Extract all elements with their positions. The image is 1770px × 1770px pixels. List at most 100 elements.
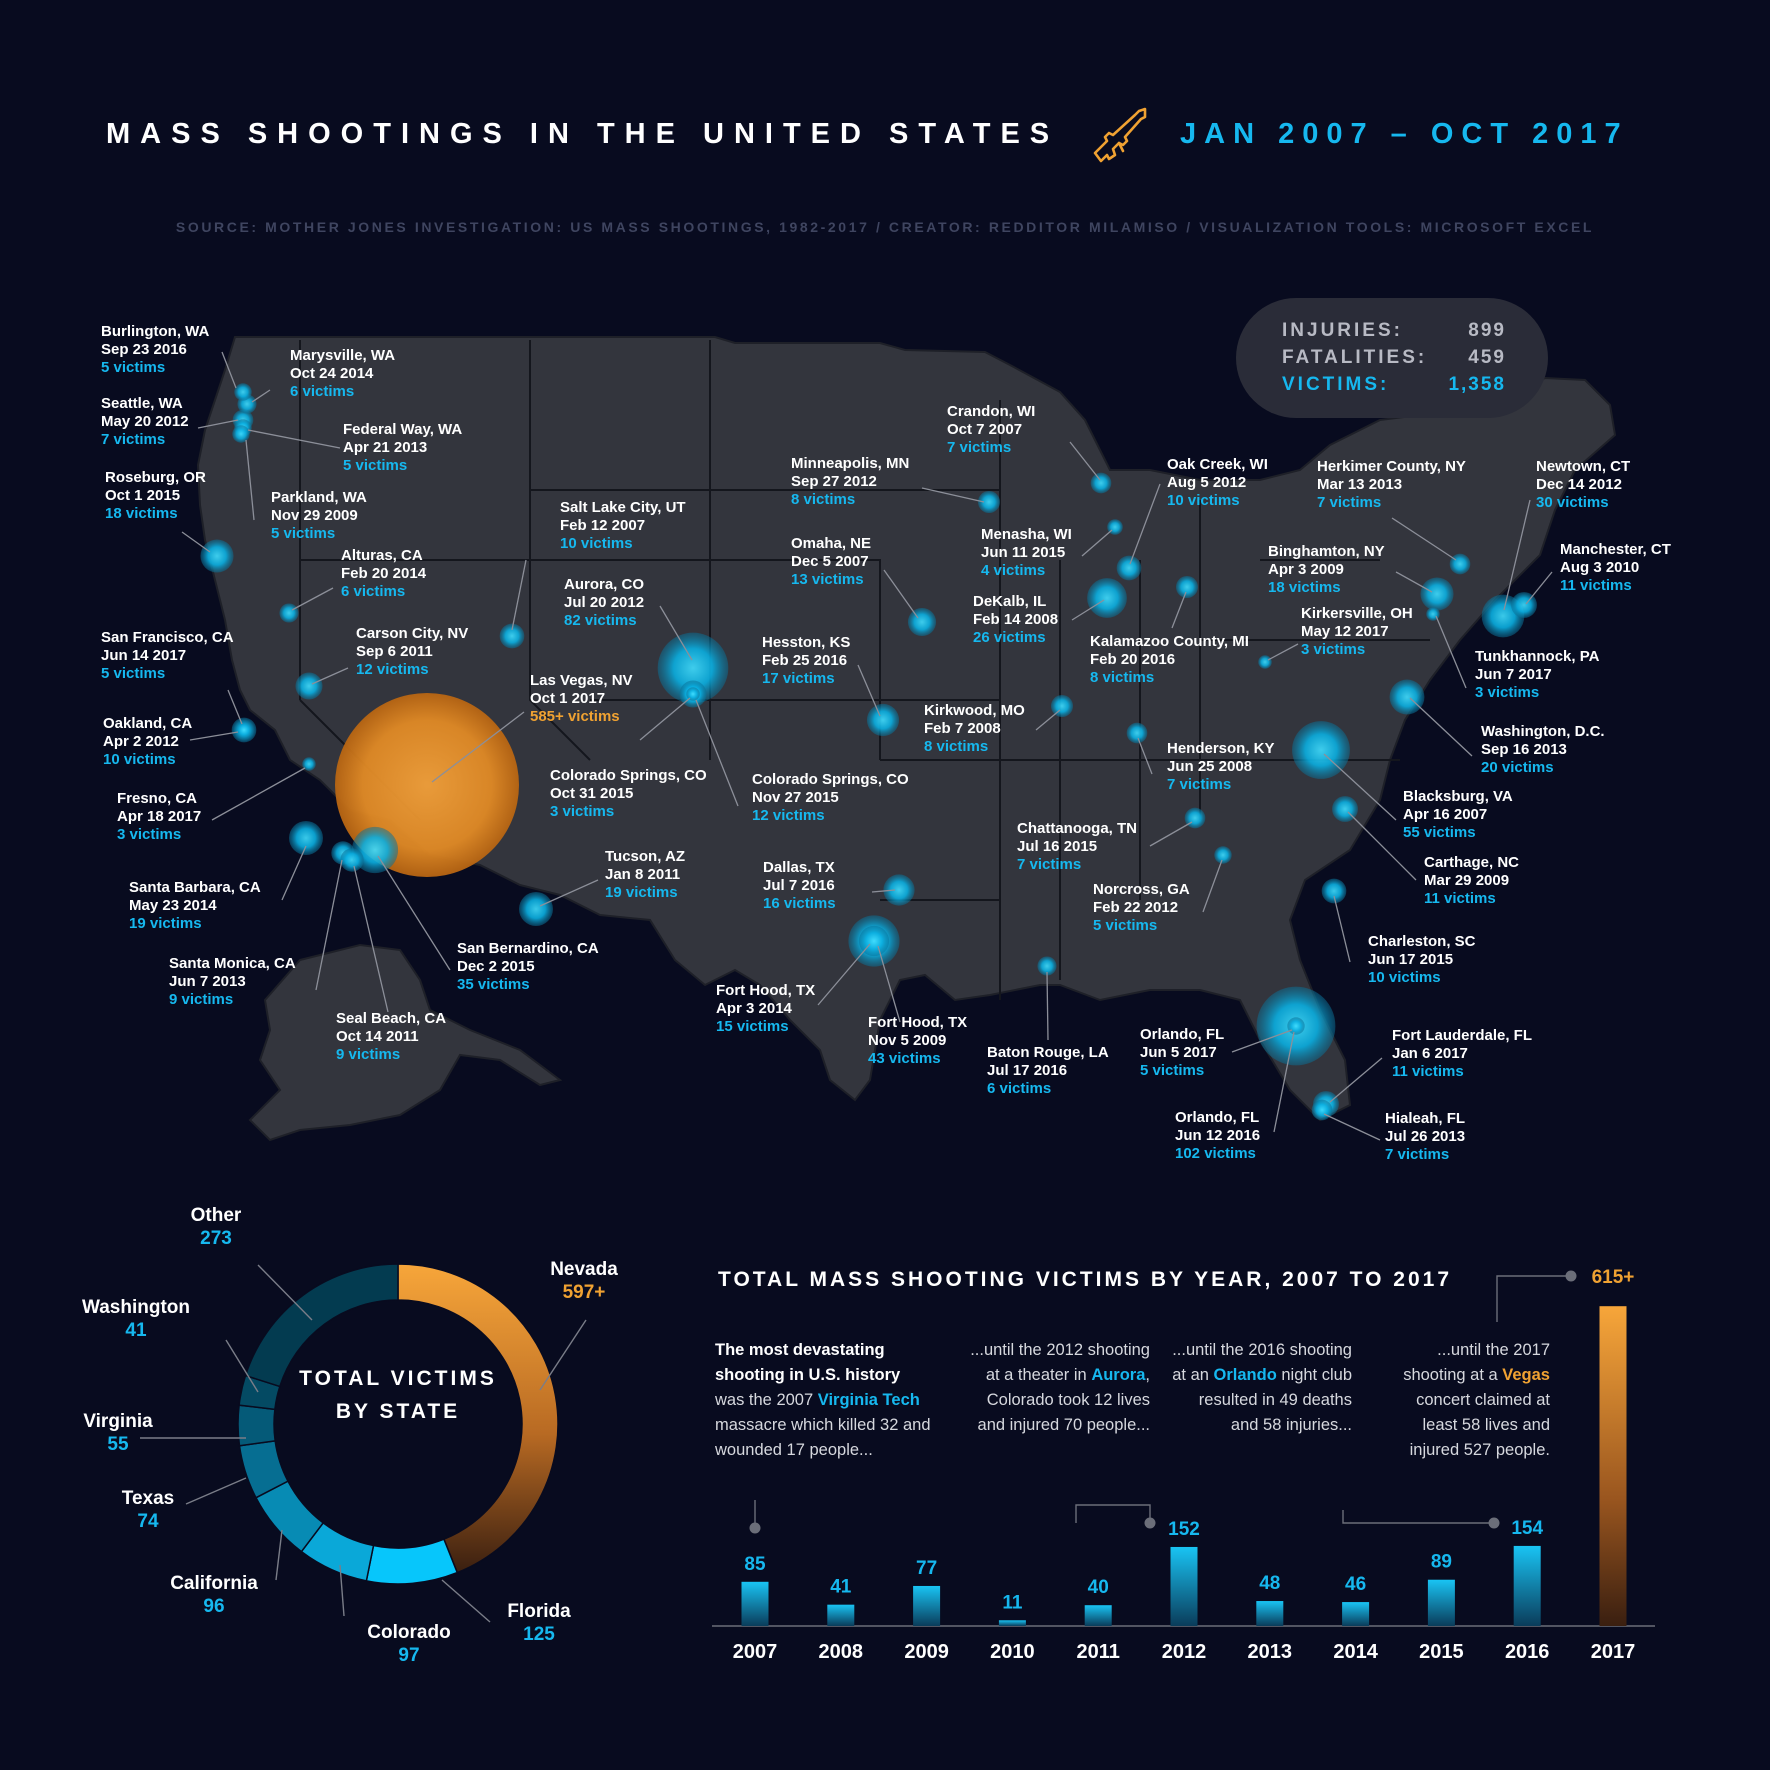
label-carsoncity: Carson City, NV Sep 6 2011 12 victims <box>356 625 468 679</box>
victim-count: 585+ victims <box>530 708 620 725</box>
state-value: 125 <box>523 1624 555 1645</box>
victim-count: 102 victims <box>1175 1145 1256 1162</box>
leader-alturas <box>291 587 334 611</box>
bar-year-2016: 2016 <box>1505 1641 1550 1663</box>
city-name: DeKalb, IL <box>973 593 1047 610</box>
incident-date: Jul 16 2015 <box>1017 838 1098 855</box>
bar-2009 <box>913 1585 941 1626</box>
label-kalamazoo: Kalamazoo County, MI Feb 20 2016 8 victims <box>1090 633 1249 687</box>
incident-date: Oct 31 2015 <box>550 785 634 802</box>
bubble-dekalb <box>1087 578 1127 618</box>
bar-2017 <box>1599 1306 1627 1626</box>
incident-date: Sep 6 2011 <box>356 643 433 660</box>
bubble-kirkwood <box>1050 694 1074 718</box>
bar-year-2011: 2011 <box>1077 1641 1120 1663</box>
bubble-alturas <box>279 603 299 623</box>
leader-henderson <box>1137 737 1153 775</box>
label-kirkwood: Kirkwood, MO Feb 7 2008 8 victims <box>924 702 1025 756</box>
incident-date: Feb 22 2012 <box>1093 899 1179 916</box>
bubble-fresno <box>302 757 316 771</box>
city-name: Kirkersville, OH <box>1301 605 1413 622</box>
victim-count: 18 victims <box>1268 579 1341 596</box>
label-kirkersville: Kirkersville, OH May 12 2017 3 victims <box>1301 605 1413 659</box>
city-name: Omaha, NE <box>791 535 872 552</box>
bar-2013 <box>1256 1601 1284 1626</box>
label-henderson: Henderson, KY Jun 25 2008 7 victims <box>1167 740 1275 794</box>
bar-2010 <box>998 1620 1026 1626</box>
bar-year-2017: 2017 <box>1591 1641 1636 1663</box>
incident-date: Jul 17 2016 <box>987 1062 1068 1079</box>
label-binghamton: Binghamton, NY Apr 3 2009 18 victims <box>1268 543 1385 597</box>
label-herkimer: Herkimer County, NY Mar 13 2013 7 victims <box>1317 458 1466 512</box>
bar-value-2009: 77 <box>916 1558 937 1579</box>
incident-date: Jun 25 2008 <box>1167 758 1253 775</box>
leader-tunkhannock <box>1435 615 1467 689</box>
victim-count: 3 victims <box>550 803 615 820</box>
city-name: Federal Way, WA <box>343 421 463 438</box>
label-orlando1: Orlando, FL Jun 5 2017 5 victims <box>1140 1026 1224 1080</box>
bubble-tucson <box>519 892 553 926</box>
label-manchester: Manchester, CT Aug 3 2010 11 victims <box>1560 541 1671 595</box>
leader-orlando2 <box>1273 1031 1295 1133</box>
annotation-connector <box>1075 1504 1151 1523</box>
victim-count: 19 victims <box>129 915 202 932</box>
incident-date: Feb 25 2016 <box>762 652 848 669</box>
incident-date: Jun 17 2015 <box>1368 951 1454 968</box>
bubble-batonrouge <box>1037 956 1057 976</box>
incident-date: Oct 7 2007 <box>947 421 1023 438</box>
victim-count: 5 victims <box>1140 1062 1205 1079</box>
label-tucson: Tucson, AZ Jan 8 2011 19 victims <box>605 848 685 902</box>
incident-date: Nov 27 2015 <box>752 789 839 806</box>
bubble-aurora <box>657 632 729 704</box>
leader-chattanooga <box>1149 821 1193 847</box>
label-blacksburg: Blacksburg, VA Apr 16 2007 55 victims <box>1403 788 1513 842</box>
page-title: MASS SHOOTINGS IN THE UNITED STATES <box>106 118 1060 150</box>
leader-federalway <box>247 429 341 449</box>
date-range: JAN 2007 – OCT 2017 <box>1180 118 1629 150</box>
victim-count: 10 victims <box>1368 969 1441 986</box>
label-santamonica: Santa Monica, CA Jun 7 2013 9 victims <box>169 955 296 1009</box>
leader-norcross <box>1202 859 1223 913</box>
victim-count: 3 victims <box>1475 684 1540 701</box>
label-washingtondc: Washington, D.C. Sep 16 2013 20 victims <box>1481 723 1605 777</box>
leader-aurora <box>659 605 693 661</box>
city-name: Fresno, CA <box>117 790 198 807</box>
victim-count: 7 victims <box>1385 1146 1450 1163</box>
state-value: 597+ <box>562 1282 606 1303</box>
leader-marysville <box>251 389 271 403</box>
label-saltlake: Salt Lake City, UT Feb 12 2007 10 victims <box>560 499 686 553</box>
leader-hesston <box>857 664 881 717</box>
incident-date: Apr 3 2014 <box>716 1000 792 1017</box>
source-credit: SOURCE: MOTHER JONES INVESTIGATION: US M… <box>175 219 1595 235</box>
bubble-cosprings1 <box>686 687 700 701</box>
bubble-carsoncity <box>295 672 323 700</box>
slice-nevada <box>397 1263 559 1574</box>
city-name: Carthage, NC <box>1424 854 1520 871</box>
bar-2012 <box>1170 1546 1198 1626</box>
city-name: Minneapolis, MN <box>791 455 910 472</box>
victim-count: 12 victims <box>752 807 825 824</box>
leader-omaha <box>883 569 919 619</box>
city-name: Santa Barbara, CA <box>129 879 261 896</box>
incident-date: Feb 7 2008 <box>924 720 1001 737</box>
annotation-connector <box>1342 1510 1494 1524</box>
bubble-kalamazoo <box>1175 575 1199 599</box>
incident-date: Feb 20 2014 <box>341 565 427 582</box>
victim-count: 11 victims <box>1392 1063 1464 1080</box>
city-name: Manchester, CT <box>1560 541 1671 558</box>
city-name: Tucson, AZ <box>605 848 685 865</box>
label-forthood1: Fort Hood, TX Apr 3 2014 15 victims <box>716 982 815 1036</box>
incident-date: Jun 12 2016 <box>1175 1127 1261 1144</box>
incident-date: Aug 3 2010 <box>1560 559 1640 576</box>
city-name: Norcross, GA <box>1093 881 1190 898</box>
bubble-charleston <box>1321 878 1347 904</box>
donut-label-nevada: Nevada 597+ <box>524 1258 644 1304</box>
label-federalway: Federal Way, WA Apr 21 2013 5 victims <box>343 421 462 475</box>
city-name: Hesston, KS <box>762 634 851 651</box>
leader-cosprings1 <box>639 697 691 741</box>
donut-label-washington: Washington 41 <box>76 1296 196 1342</box>
city-name: Seal Beach, CA <box>336 1010 447 1027</box>
victim-count: 7 victims <box>1167 776 1232 793</box>
annotation-2017: ...until the 2017 shooting at a Vegas co… <box>1403 1341 1550 1459</box>
label-newtown: Newtown, CT Dec 14 2012 30 victims <box>1536 458 1630 512</box>
